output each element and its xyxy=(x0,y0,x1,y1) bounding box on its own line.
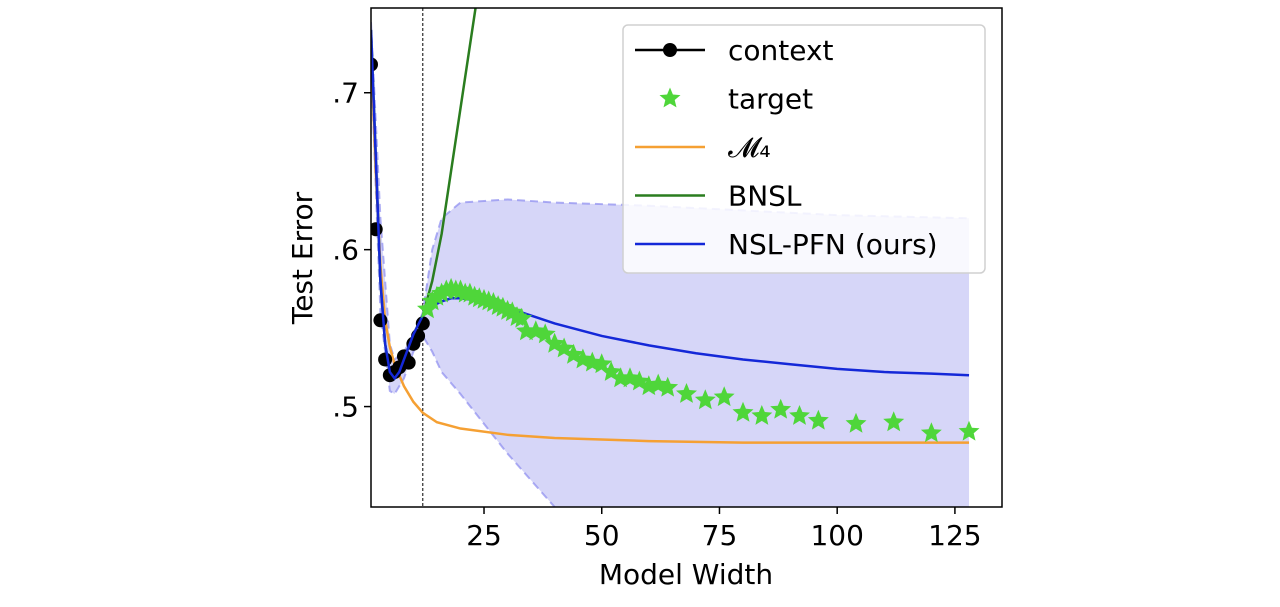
point xyxy=(694,389,716,410)
point xyxy=(657,376,679,397)
legend-label: context xyxy=(728,34,834,67)
point xyxy=(920,422,942,443)
point xyxy=(676,383,697,403)
point xyxy=(732,401,754,422)
point xyxy=(373,313,388,328)
x-axis-label: Model Width xyxy=(599,558,773,591)
legend-label: 𝓜₄ xyxy=(728,131,771,164)
y-tick-label: .6 xyxy=(332,234,359,267)
legend-box xyxy=(622,24,986,274)
legend-label: BNSL xyxy=(728,180,802,213)
point xyxy=(713,386,735,407)
point xyxy=(378,352,393,367)
axes-frame xyxy=(370,7,1003,508)
point xyxy=(751,405,773,425)
point xyxy=(807,409,829,430)
x-tick-label: 50 xyxy=(584,519,620,552)
x-tick-label: 75 xyxy=(702,519,738,552)
legend-label: target xyxy=(728,83,813,116)
point xyxy=(534,323,556,344)
x-tick-label: 25 xyxy=(466,519,502,552)
point xyxy=(770,398,792,419)
series-line xyxy=(371,45,970,444)
y-axis-label: Test Error xyxy=(286,191,319,325)
point xyxy=(845,412,867,433)
point xyxy=(663,43,677,57)
point xyxy=(659,87,681,108)
legend-label: NSL-PFN (ours) xyxy=(728,228,938,261)
x-tick-label: 100 xyxy=(810,519,863,552)
y-tick-label: .7 xyxy=(332,77,359,110)
x-tick-label: 125 xyxy=(928,519,981,552)
point xyxy=(958,420,980,441)
y-tick-label: .5 xyxy=(332,391,359,424)
point xyxy=(883,411,905,432)
point xyxy=(789,405,810,425)
